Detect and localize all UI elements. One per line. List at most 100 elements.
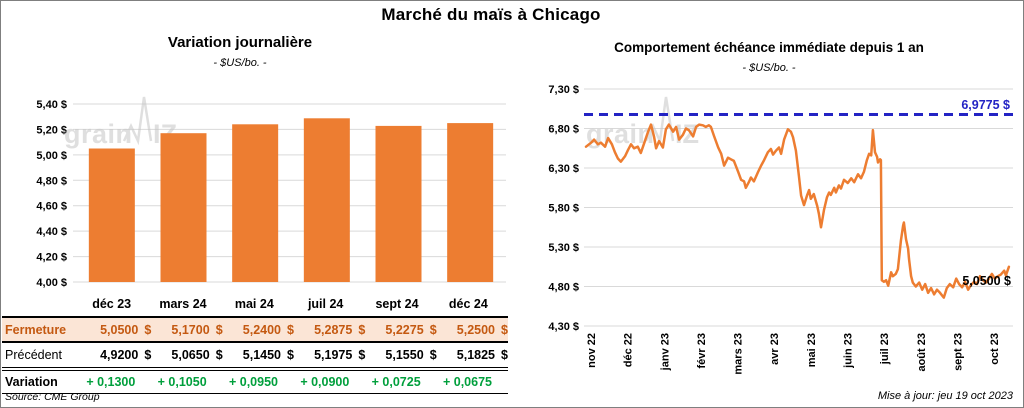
currency-symbol: $ [358, 322, 366, 337]
price-cell: 5,2875 $ [294, 323, 365, 337]
last-value-label: 5,0500 $ [962, 274, 1011, 288]
x-axis-label: avr 23 [769, 333, 781, 365]
x-axis-label: nov 22 [586, 333, 598, 368]
y-axis-label: 5,80 $ [548, 203, 579, 215]
price-cell: 5,1700 $ [151, 323, 222, 337]
variation-cell: + 0,0900 [300, 375, 350, 389]
currency-symbol: $ [358, 348, 366, 362]
column-header: mai 24 [234, 296, 274, 311]
row-label: Variation [5, 375, 58, 389]
column-header: mars 24 [159, 296, 207, 311]
variation-cell: + 0,0725 [371, 375, 421, 389]
price-value: 5,1450 [242, 348, 281, 362]
price-cell: 5,2500 $ [437, 323, 508, 337]
x-axis-label: juin 23 [842, 333, 854, 369]
y-axis-label: 6,80 $ [548, 124, 579, 136]
price-value: 5,2400 [242, 322, 281, 337]
price-cell: 4,9200 $ [80, 348, 151, 362]
y-axis-label: 4,80 $ [548, 282, 579, 294]
left-chart-title: Variation journalière [167, 34, 313, 51]
variation-cell: + 0,1050 [157, 375, 207, 389]
column-header: juil 24 [307, 296, 344, 311]
page-title: Marché du maïs à Chicago [381, 5, 601, 24]
column-header: sept 24 [375, 296, 419, 311]
x-axis-label: déc 22 [623, 333, 635, 367]
table-row-variation: Variation + 0,1300 + 0,1050 + 0,0950 + 0,090… [2, 371, 508, 394]
bar [303, 118, 350, 282]
front-month-line-chart: 7,30 $ 6,80 $ 6,30 $ 5,80 $ 5,30 $ 4,80 $ 4,30… [548, 84, 1013, 375]
update-note: Mise à jour: jeu 19 oct 2023 [877, 390, 1013, 402]
y-axis-label: 4,40 $ [36, 226, 67, 238]
price-cell: 5,1825 $ [437, 348, 508, 362]
currency-symbol: $ [287, 322, 294, 337]
column-header: déc 24 [448, 296, 488, 311]
price-value: 5,1975 [314, 348, 353, 362]
currency-symbol: $ [501, 348, 508, 362]
y-axis-label: 4,00 $ [36, 277, 67, 289]
y-axis-label: 4,80 $ [36, 175, 67, 187]
y-axis-label: 5,00 $ [36, 150, 67, 162]
source-note: Source: CME Group [5, 391, 100, 403]
x-axis-label: sept 23 [952, 333, 964, 371]
column-header: déc 23 [92, 296, 132, 311]
watermark-zigzag [122, 96, 153, 146]
currency-symbol: $ [287, 348, 294, 362]
bar [375, 125, 422, 283]
price-cell: 5,1550 $ [365, 348, 436, 362]
row-label: Précédent [5, 348, 62, 362]
bar [232, 124, 279, 282]
bar [88, 148, 135, 282]
price-cell: 5,2275 $ [365, 323, 436, 337]
currency-symbol: $ [501, 322, 508, 337]
currency-symbol: $ [144, 322, 152, 337]
table-row-precedent: Précédent 4,9200 $5,0650 $5,1450 $5,1975 $5,1… [2, 343, 508, 371]
price-value: 5,1550 [385, 348, 424, 362]
variation-cell: + 0,0675 [442, 375, 492, 389]
price-cell: 5,0500 $ [80, 323, 151, 337]
y-axis-label: 7,30 $ [548, 84, 579, 96]
x-axis-label: mars 23 [733, 333, 745, 375]
price-value: 4,9200 [100, 348, 139, 362]
price-cell: 5,2400 $ [223, 323, 294, 337]
right-chart-title: Comportement échéance immédiate depuis 1… [614, 40, 924, 55]
price-cell: 5,1975 $ [294, 348, 365, 362]
currency-symbol: $ [215, 322, 223, 337]
price-value: 5,0650 [171, 348, 210, 362]
price-cell: 5,1450 $ [223, 348, 294, 362]
daily-variation-bar-chart: 5,40 $ 5,20 $ 5,00 $ 4,80 $ 4,60 $ 4,40 $ 4,20… [36, 96, 506, 289]
price-value: 5,0500 [100, 322, 139, 337]
y-axis-label: 5,30 $ [548, 242, 579, 254]
variation-cell: + 0,0950 [228, 375, 278, 389]
x-axis-label: janv 23 [659, 333, 671, 371]
currency-symbol: $ [429, 348, 437, 362]
bar [447, 123, 494, 282]
x-axis-label: mai 23 [806, 333, 818, 367]
price-value: 5,1700 [171, 322, 210, 337]
price-cell: 5,0650 $ [151, 348, 222, 362]
y-axis-label: 4,20 $ [36, 252, 67, 264]
currency-symbol: $ [429, 322, 437, 337]
watermark-text-grain: grain [64, 119, 133, 149]
x-axis-label: févr 23 [696, 333, 708, 368]
price-value: 5,2275 [385, 322, 424, 337]
row-label: Fermeture [5, 322, 67, 337]
price-value: 5,1825 [456, 348, 495, 362]
y-axis-label: 6,30 $ [548, 163, 579, 175]
currency-symbol: $ [215, 348, 223, 362]
left-chart-subtitle: - $US/bo. - [213, 57, 267, 69]
variation-cell: + 0,1300 [86, 375, 136, 389]
reference-line-label: 6,9775 $ [961, 98, 1010, 112]
x-axis-label: oct 23 [989, 333, 1001, 365]
right-chart-subtitle: - $US/bo. - [742, 62, 796, 74]
table-header-row: déc 23 mars 24 mai 24 juil 24 sept 24 déc 24 [2, 291, 508, 318]
bar [160, 133, 207, 282]
y-axis-label: 4,60 $ [36, 201, 67, 213]
y-axis-label: 4,30 $ [548, 321, 579, 333]
x-axis-label: août 23 [916, 333, 928, 372]
currency-symbol: $ [144, 348, 152, 362]
line-series [584, 123, 1011, 299]
price-value: 5,2875 [314, 322, 353, 337]
